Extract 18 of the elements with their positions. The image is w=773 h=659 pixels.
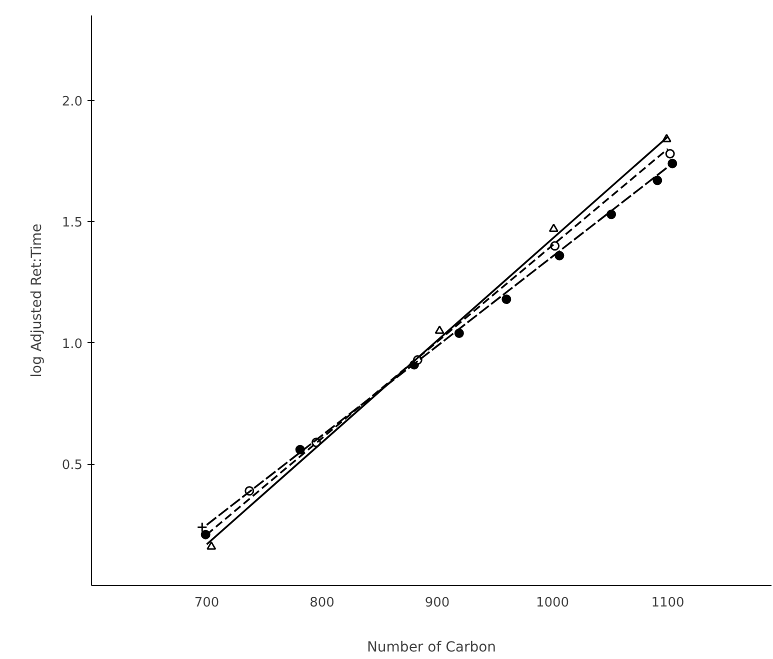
y-tick-label: 1.0 [62, 336, 83, 352]
point [434, 325, 444, 334]
y-axis-title: log Adjusted Ret:Time [28, 224, 45, 378]
x-tick-label: 700 [194, 596, 220, 610]
x-tick-label: 1000 [536, 596, 570, 610]
x-axis-title: Number of Carbon [366, 640, 496, 656]
point [502, 294, 512, 304]
point [652, 176, 662, 186]
x-tick-label: 800 [310, 596, 334, 610]
point [665, 149, 675, 158]
point [206, 541, 216, 550]
y-tick-label: 1.5 [62, 216, 83, 231]
y-tick-label: 0.5 [62, 458, 83, 474]
point [196, 522, 208, 533]
x-tick-label: 1100 [651, 596, 684, 610]
y-tick-label: 2.0 [62, 94, 83, 110]
x-tick-label: 900 [424, 596, 450, 610]
point [548, 224, 558, 232]
